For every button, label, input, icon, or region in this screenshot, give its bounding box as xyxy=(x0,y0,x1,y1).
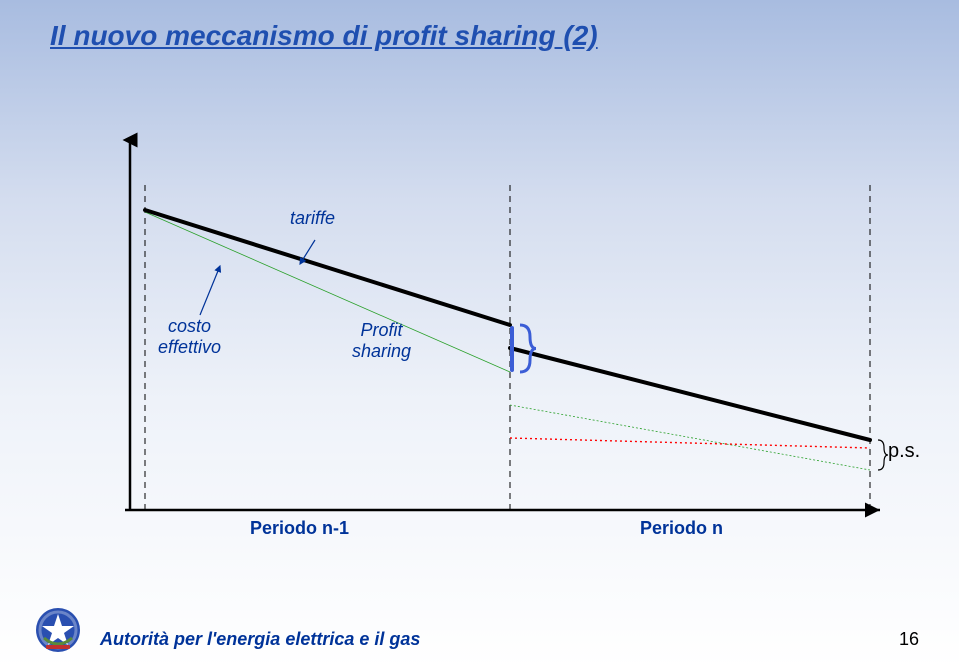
italy-emblem-icon xyxy=(30,602,86,658)
chart-svg xyxy=(40,80,920,580)
slide-title: Il nuovo meccanismo di profit sharing (2… xyxy=(50,20,598,52)
profit-bracket xyxy=(520,325,536,372)
ps-label: p.s. xyxy=(888,440,920,463)
ps-bracket xyxy=(878,440,888,470)
tariff-line-1 xyxy=(145,210,510,325)
tariff-line-2 xyxy=(510,348,870,440)
periodo-n1-label: Periodo n-1 xyxy=(250,518,349,539)
red-dotted-line xyxy=(510,438,870,448)
cost-line-1 xyxy=(145,212,510,372)
costo-arrow xyxy=(200,266,220,315)
periodo-n-label: Periodo n xyxy=(640,518,723,539)
footer-text: Autorità per l'energia elettrica e il ga… xyxy=(100,629,420,650)
chart-area: tariffe costo effettivo Profit sharing p… xyxy=(40,80,920,580)
cost-line-2 xyxy=(510,405,870,470)
page-number: 16 xyxy=(899,629,919,650)
